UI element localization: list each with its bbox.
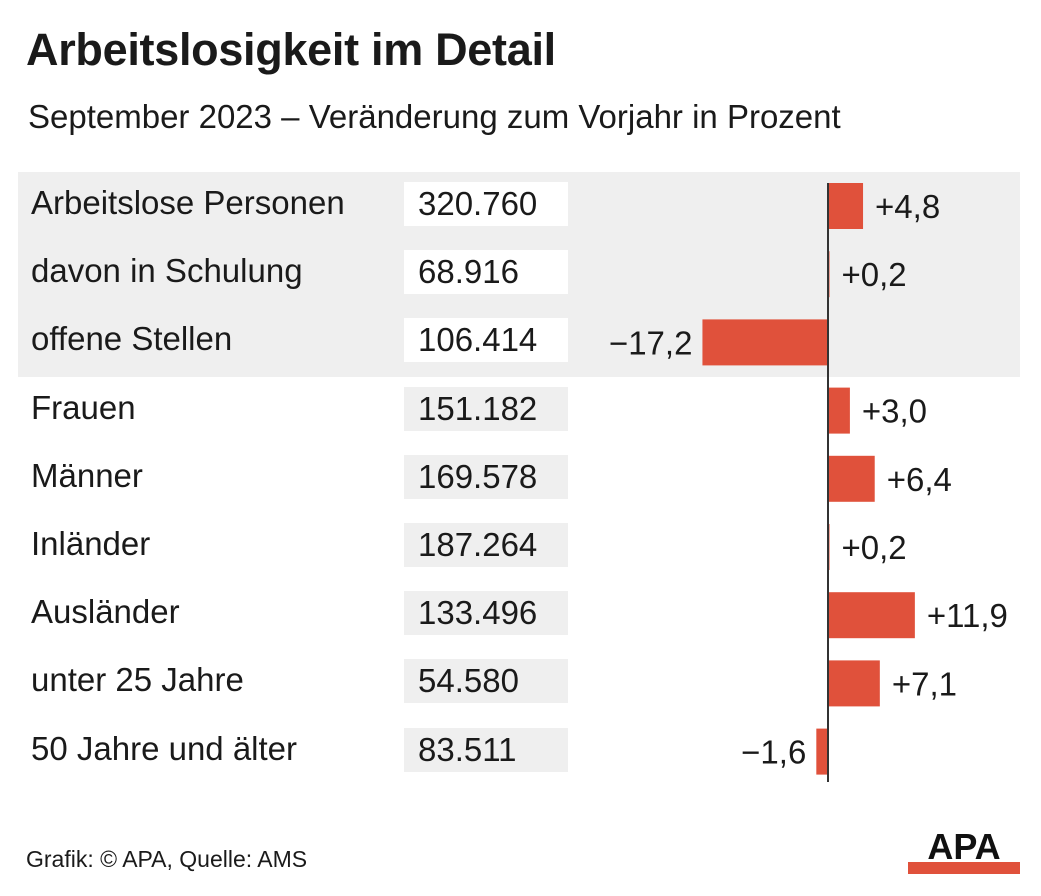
value-box: 54.580 bbox=[404, 659, 568, 704]
value-box: 320.760 bbox=[404, 182, 568, 226]
bar bbox=[828, 387, 850, 434]
value-box: 83.511 bbox=[404, 727, 568, 772]
row-value: 187.264 bbox=[418, 526, 538, 563]
source-credit: Grafik: © APA, Quelle: AMS bbox=[26, 846, 308, 872]
chart-title: Arbeitslosigkeit im Detail bbox=[26, 24, 556, 75]
data-label: +4,8 bbox=[875, 188, 940, 225]
row-value: 83.511 bbox=[418, 730, 517, 768]
value-box: 106.414 bbox=[404, 318, 568, 363]
row-label: davon in Schulung bbox=[31, 252, 303, 290]
data-label: +0,2 bbox=[842, 256, 907, 293]
table-row: davon in Schulung 68.916 bbox=[0, 240, 1041, 308]
row-value: 151.182 bbox=[418, 389, 538, 427]
data-label: +6,4 bbox=[887, 461, 952, 498]
row-label: unter 25 Jahre bbox=[31, 661, 244, 699]
bar bbox=[828, 183, 864, 229]
row-label: offene Stellen bbox=[31, 320, 233, 358]
bar bbox=[828, 660, 880, 707]
row-label: Frauen bbox=[31, 388, 136, 426]
table-row: offene Stellen 106.414 bbox=[0, 308, 1041, 376]
logo-bar bbox=[908, 862, 1020, 874]
value-box: 151.182 bbox=[404, 386, 568, 431]
bar bbox=[828, 592, 915, 639]
bar bbox=[816, 728, 828, 775]
row-label: Inländer bbox=[31, 525, 151, 562]
data-label: +3,0 bbox=[862, 393, 927, 430]
row-value: 133.496 bbox=[418, 594, 538, 632]
value-box: 133.496 bbox=[404, 591, 568, 636]
value-box: 68.916 bbox=[404, 250, 568, 295]
table-row: Arbeitslose Personen 320.760 bbox=[0, 172, 1041, 240]
row-value: 68.916 bbox=[418, 253, 519, 291]
value-box: 187.264 bbox=[404, 523, 568, 567]
table-row: Ausländer 133.496 bbox=[0, 581, 1041, 649]
apa-logo: APA bbox=[908, 826, 1020, 874]
data-label: −1,6 bbox=[741, 734, 806, 771]
row-value: 320.760 bbox=[418, 185, 538, 222]
table-row: Inländer 187.264 bbox=[0, 513, 1041, 581]
value-box: 169.578 bbox=[404, 454, 568, 499]
row-value: 54.580 bbox=[418, 662, 519, 700]
data-label: −17,2 bbox=[609, 324, 693, 361]
table-row: Männer 169.578 bbox=[0, 445, 1041, 513]
row-value: 106.414 bbox=[418, 321, 538, 359]
table-row: unter 25 Jahre 54.580 bbox=[0, 649, 1041, 717]
bar bbox=[828, 455, 875, 502]
table-row: 50 Jahre und älter 83.511 bbox=[0, 718, 1041, 786]
row-label: Männer bbox=[31, 456, 143, 494]
row-value: 169.578 bbox=[418, 457, 538, 495]
data-label: +7,1 bbox=[892, 665, 957, 702]
row-label: Arbeitslose Personen bbox=[31, 184, 345, 221]
row-label: 50 Jahre und älter bbox=[31, 729, 298, 767]
logo-text: APA bbox=[927, 826, 1000, 867]
data-label: +11,9 bbox=[927, 597, 1008, 634]
row-label: Ausländer bbox=[31, 593, 180, 631]
table-row: Frauen 151.182 bbox=[0, 377, 1041, 445]
data-label: +0,2 bbox=[842, 529, 907, 566]
chart-subtitle: September 2023 – Veränderung zum Vorjahr… bbox=[28, 98, 841, 135]
bar bbox=[702, 319, 828, 366]
